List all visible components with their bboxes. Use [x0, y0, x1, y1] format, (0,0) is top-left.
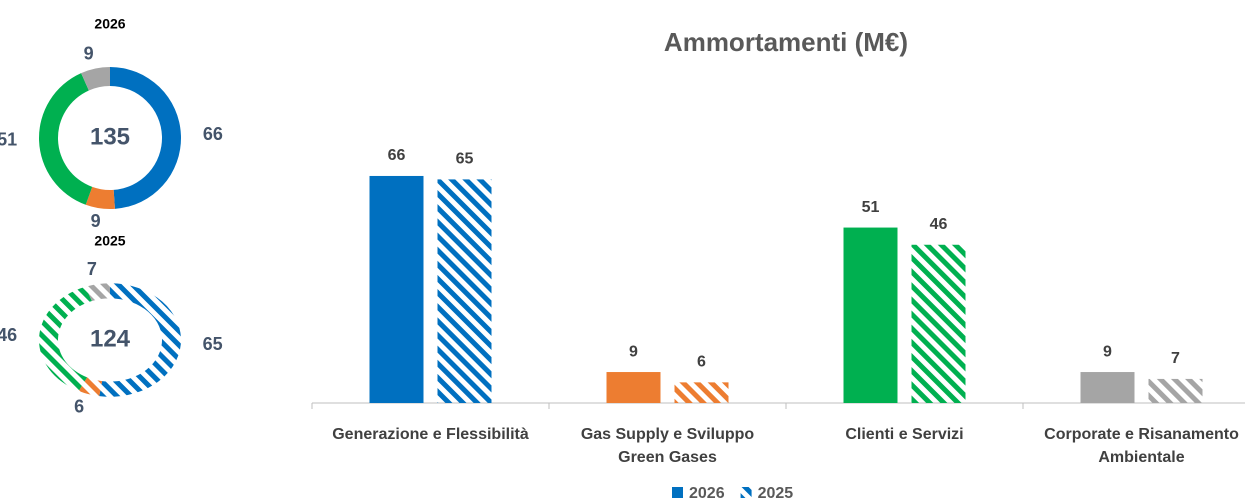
donut-total: 124: [90, 325, 131, 352]
bar: [369, 175, 424, 403]
donut-segment: [81, 67, 110, 91]
donut-segment: [99, 283, 182, 397]
bar: [606, 372, 661, 403]
x-tick-label: Gas Supply e Sviluppo Green Gases: [580, 426, 755, 466]
data-label: 9: [1103, 343, 1112, 360]
legend-label: 2026: [689, 485, 725, 502]
chart-title: Ammortamenti (M€): [664, 27, 908, 57]
x-tick-label: Generazione e Flessibilità: [332, 426, 529, 443]
donut-label: 66: [203, 124, 223, 144]
donut-label: 65: [203, 334, 223, 354]
bar: [674, 382, 729, 403]
bar: [911, 244, 966, 403]
data-label: 9: [629, 343, 638, 360]
donut-label: 9: [91, 211, 101, 231]
donut-label: 7: [87, 259, 97, 279]
data-label: 7: [1171, 350, 1180, 367]
donut-label: 46: [0, 325, 17, 345]
data-label: 65: [456, 151, 474, 168]
donut-title: 2026: [94, 16, 125, 32]
donut-segment: [85, 283, 110, 301]
donut-label: 9: [84, 44, 94, 64]
donut-segment: [85, 186, 115, 209]
data-label: 46: [930, 216, 948, 233]
donut-label: 51: [0, 130, 17, 150]
donut-segment: [78, 377, 103, 397]
donut-total: 135: [90, 123, 130, 150]
donut-segment: [110, 67, 181, 209]
legend-label: 2025: [758, 485, 794, 502]
bar: [1080, 372, 1135, 403]
donut-label: 6: [74, 396, 84, 416]
donut-title: 2025: [94, 233, 125, 249]
bar: [1148, 378, 1203, 403]
data-label: 51: [862, 199, 880, 216]
legend-swatch: [672, 487, 683, 498]
bar: [437, 179, 492, 403]
bar: [843, 227, 898, 403]
data-label: 6: [697, 354, 706, 371]
donut-segment: [39, 73, 93, 205]
legend-swatch: [740, 487, 752, 498]
donut-segment: [39, 286, 92, 391]
data-label: 66: [388, 147, 406, 164]
x-tick-label: Clienti e Servizi: [845, 426, 964, 443]
x-tick-label: Corporate e Risanamento Ambientale: [1044, 426, 1239, 466]
